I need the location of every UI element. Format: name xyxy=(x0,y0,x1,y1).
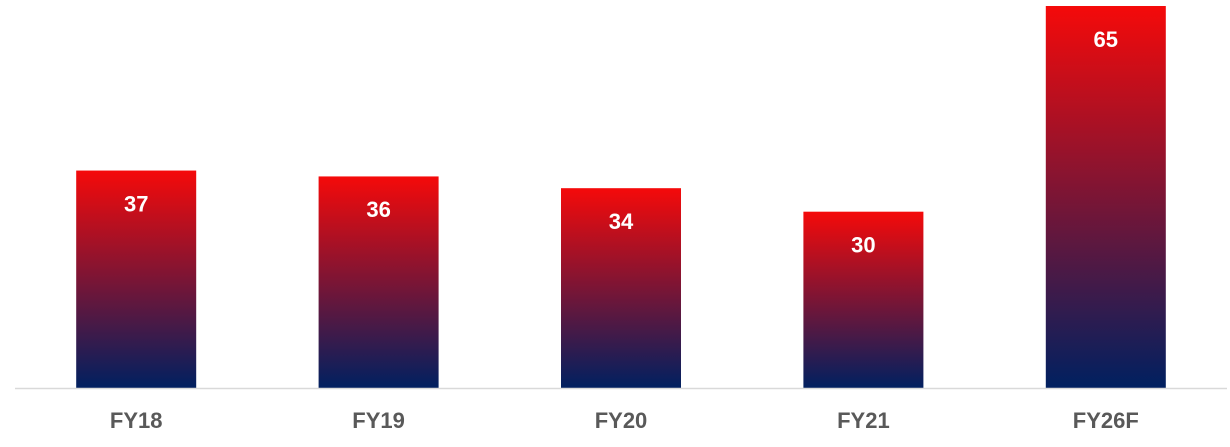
bar xyxy=(76,170,197,388)
value-label: 36 xyxy=(366,197,390,222)
value-label: 37 xyxy=(124,191,148,216)
value-label: 30 xyxy=(851,233,875,258)
x-tick-label: FY21 xyxy=(837,408,890,433)
x-tick-label: FY19 xyxy=(352,408,405,433)
bar xyxy=(561,188,681,388)
value-label: 65 xyxy=(1094,27,1118,52)
x-tick-label: FY18 xyxy=(110,408,163,433)
bar xyxy=(1045,6,1166,388)
x-tick-label: FY26F xyxy=(1073,408,1139,433)
value-label: 34 xyxy=(609,209,634,234)
bar xyxy=(803,211,924,388)
x-tick-label: FY20 xyxy=(595,408,648,433)
bar xyxy=(318,176,439,388)
